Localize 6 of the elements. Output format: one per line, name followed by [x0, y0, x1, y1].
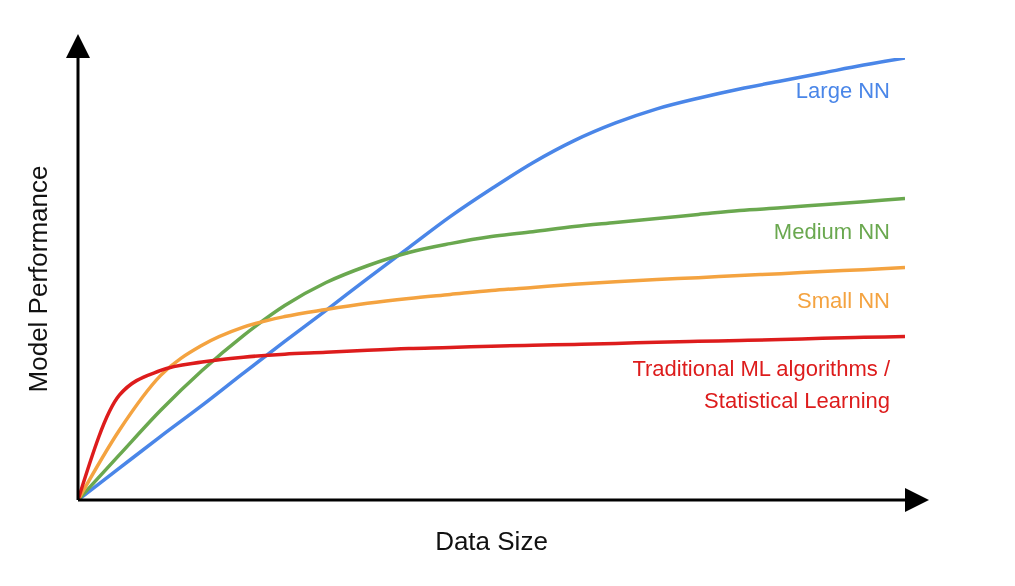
series-label: Large NN: [795, 78, 890, 103]
x-axis-title: Data Size: [435, 526, 548, 556]
series-label: Traditional ML algorithms / Statistical Learning: [632, 356, 891, 414]
series-label: Medium NN: [773, 218, 890, 244]
y-axis-title: Model Performance: [23, 165, 54, 393]
series-label: Small NN: [797, 287, 890, 313]
